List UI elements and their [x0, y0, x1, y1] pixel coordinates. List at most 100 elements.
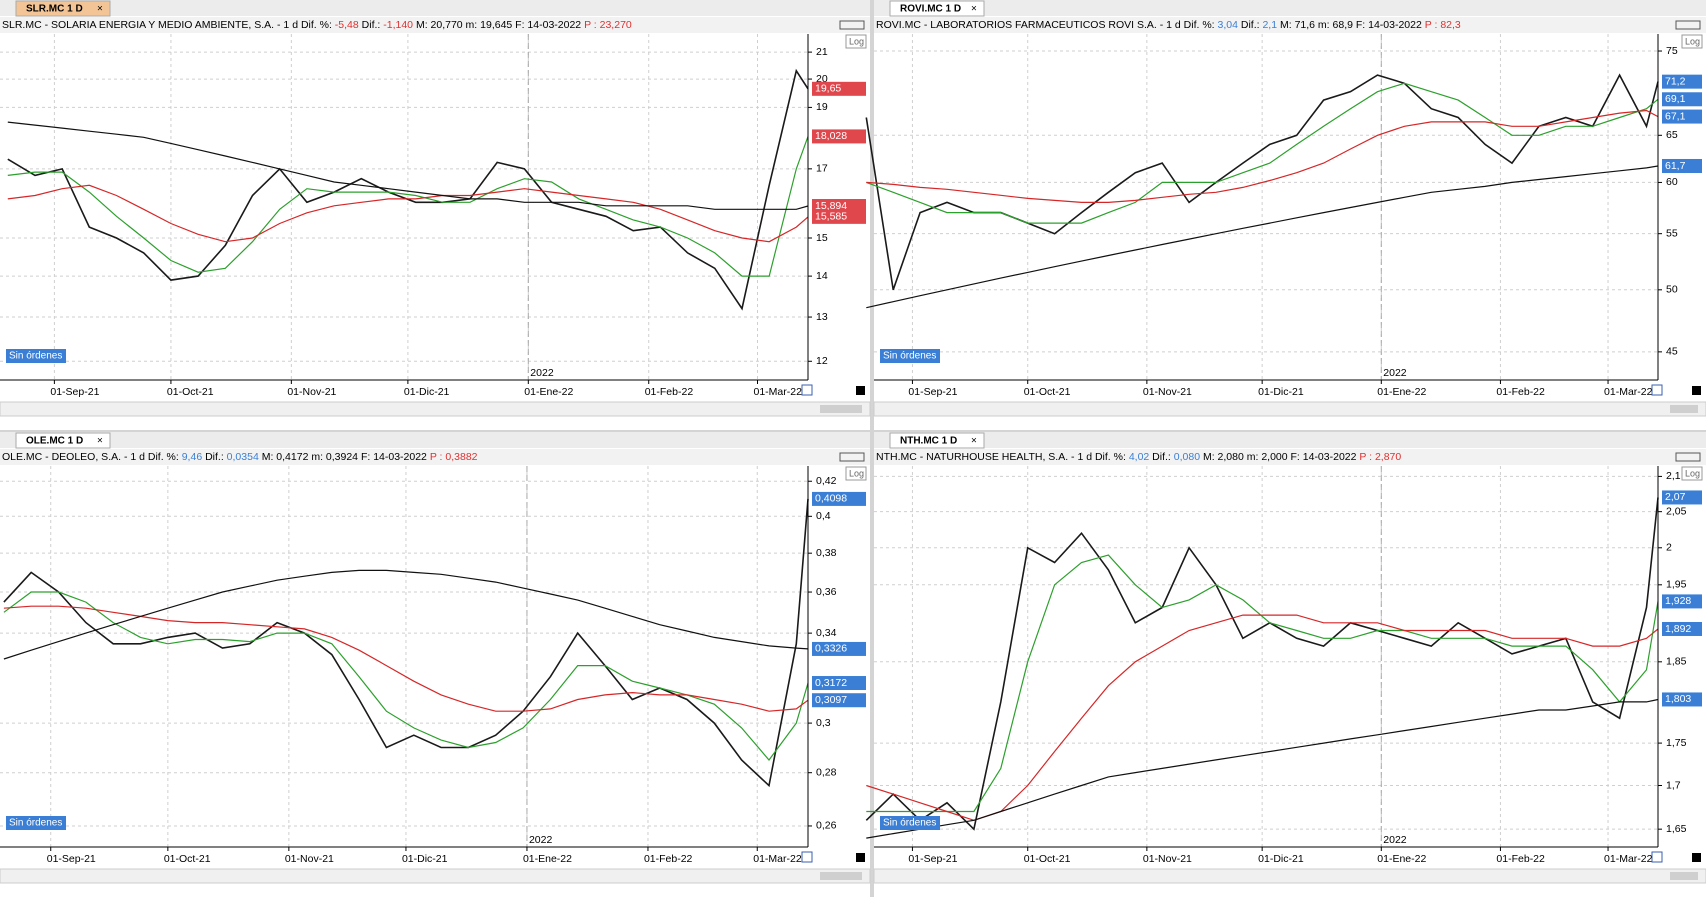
price-tag	[1662, 92, 1702, 107]
y-tick-label: 2,1	[1666, 470, 1681, 482]
header-part: 3,04	[1218, 19, 1239, 31]
scale-toggle[interactable]	[845, 34, 867, 49]
x-tick-label: 01-Oct-21	[1024, 386, 1071, 398]
y-tick-label: 21	[816, 46, 828, 58]
y-tick-label: 1,75	[1666, 737, 1687, 749]
window-buttons[interactable]	[839, 452, 865, 462]
price-tag	[812, 491, 866, 506]
tab-close[interactable]: ×	[971, 4, 977, 15]
header-part: NTH.MC - NATURHOUSE HEALTH, S.A. - 1 d D…	[876, 451, 1129, 463]
price-tag-label: 61,7	[1665, 160, 1686, 172]
x-tick-label: 01-Nov-21	[285, 853, 334, 865]
tab-close[interactable]: ×	[97, 4, 103, 15]
x-tick-label: 01-Dic-21	[402, 853, 448, 865]
price-tag-label: 0,3326	[815, 643, 847, 655]
scroll-thumb[interactable]	[1670, 405, 1698, 413]
price-tag-label: 1,803	[1665, 693, 1691, 705]
scrollbar[interactable]	[873, 401, 1706, 417]
tab-label: SLR.MC 1 D	[26, 4, 83, 15]
header-part: P : 23,270	[584, 19, 632, 31]
header-part: -5,48	[335, 19, 359, 31]
header-part: P : 2,870	[1359, 451, 1401, 463]
x-tick-label: 01-Ene-22	[1377, 853, 1426, 865]
scale-label: Log	[1685, 468, 1700, 478]
year-label: 2022	[1383, 367, 1407, 379]
tab-bar	[0, 0, 870, 16]
window-buttons[interactable]	[839, 20, 865, 30]
price-tag-label: 0,3097	[815, 694, 847, 706]
x-tick-label: 01-Dic-21	[1258, 853, 1304, 865]
header-part: Dif.:	[202, 451, 227, 463]
y-tick-label: 0,38	[816, 547, 837, 559]
tab-close[interactable]: ×	[97, 436, 103, 447]
y-tick-label: 0,42	[816, 475, 837, 487]
tab-label: NTH.MC 1 D	[900, 436, 957, 447]
y-tick-label: 50	[1666, 284, 1678, 296]
window-buttons[interactable]	[1675, 20, 1701, 30]
header-bar	[874, 449, 1706, 465]
save-icon[interactable]	[801, 384, 813, 396]
tab-bar	[0, 432, 870, 448]
x-tick-label: 01-Dic-21	[1258, 386, 1304, 398]
y-tick-label: 2,05	[1666, 505, 1687, 517]
scroll-thumb[interactable]	[820, 405, 862, 413]
x-tick-label: 01-Mar-22	[753, 853, 802, 865]
color-icon[interactable]	[1692, 386, 1701, 395]
x-tick-label: 01-Mar-22	[1604, 386, 1653, 398]
scale-toggle[interactable]	[1681, 34, 1703, 49]
tab-label: ROVI.MC 1 D	[900, 4, 961, 15]
tab[interactable]	[889, 432, 985, 449]
save-icon[interactable]	[801, 851, 813, 863]
y-tick-label: 1,7	[1666, 779, 1681, 791]
price-tag-label: 1,928	[1665, 595, 1691, 607]
scrollbar[interactable]	[0, 868, 871, 884]
x-tick-label: 01-Sep-21	[908, 386, 957, 398]
tab[interactable]	[15, 432, 111, 449]
x-tick-label: 01-Dic-21	[404, 386, 450, 398]
price-tag	[1662, 692, 1702, 707]
y-tick-label: 2	[1666, 542, 1672, 554]
y-tick-label: 1,65	[1666, 823, 1687, 835]
price-tag	[812, 676, 866, 691]
x-tick-label: 01-Feb-22	[1496, 853, 1545, 865]
price-tag-label: 15,894	[815, 200, 847, 212]
price-line	[866, 554, 1659, 813]
color-icon[interactable]	[1692, 853, 1701, 862]
scale-toggle[interactable]	[845, 466, 867, 481]
y-tick-label: 55	[1666, 227, 1678, 239]
price-tag	[1662, 109, 1702, 124]
save-icon[interactable]	[1651, 384, 1663, 396]
orders-label: Sin órdenes	[9, 351, 62, 362]
x-tick-label: 01-Nov-21	[287, 386, 336, 398]
y-tick-label: 17	[816, 163, 828, 175]
tab-close[interactable]: ×	[971, 436, 977, 447]
header-part: OLE.MC - DEOLEO, S.A. - 1 d Dif. %:	[2, 451, 182, 463]
price-tag	[812, 129, 866, 144]
color-icon[interactable]	[856, 853, 865, 862]
price-tag	[1662, 74, 1702, 89]
panel	[0, 0, 870, 430]
chart-header: NTH.MC - NATURHOUSE HEALTH, S.A. - 1 d D…	[876, 451, 1401, 463]
tab[interactable]	[15, 0, 111, 17]
price-tag	[1662, 490, 1702, 505]
scrollbar[interactable]	[873, 868, 1706, 884]
x-tick-label: 01-Nov-21	[1143, 386, 1192, 398]
y-tick-label: 0,4	[816, 510, 831, 522]
tab-bar	[874, 432, 1706, 448]
x-tick-label: 01-Mar-22	[1604, 853, 1653, 865]
price-line	[7, 184, 809, 243]
price-tag	[812, 209, 866, 224]
scroll-thumb[interactable]	[820, 872, 862, 880]
header-part: 9,46	[182, 451, 203, 463]
y-tick-label: 1,95	[1666, 579, 1687, 591]
price-tag	[1662, 594, 1702, 609]
tab[interactable]	[889, 0, 985, 17]
y-tick-label: 1,85	[1666, 656, 1687, 668]
x-tick-label: 01-Feb-22	[645, 386, 694, 398]
color-icon[interactable]	[856, 386, 865, 395]
window-buttons[interactable]	[1675, 452, 1701, 462]
scrollbar[interactable]	[0, 401, 871, 417]
save-icon[interactable]	[1651, 851, 1663, 863]
scale-toggle[interactable]	[1681, 466, 1703, 481]
scroll-thumb[interactable]	[1670, 872, 1698, 880]
